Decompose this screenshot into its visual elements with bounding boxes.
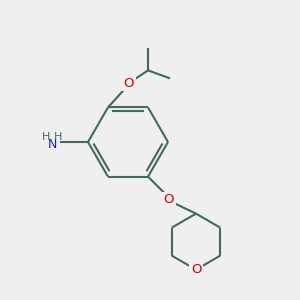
Text: H: H xyxy=(54,132,62,142)
Text: O: O xyxy=(191,263,201,276)
Text: N: N xyxy=(47,137,57,151)
Text: O: O xyxy=(164,193,174,206)
Text: H: H xyxy=(42,132,50,142)
Text: O: O xyxy=(124,77,134,90)
